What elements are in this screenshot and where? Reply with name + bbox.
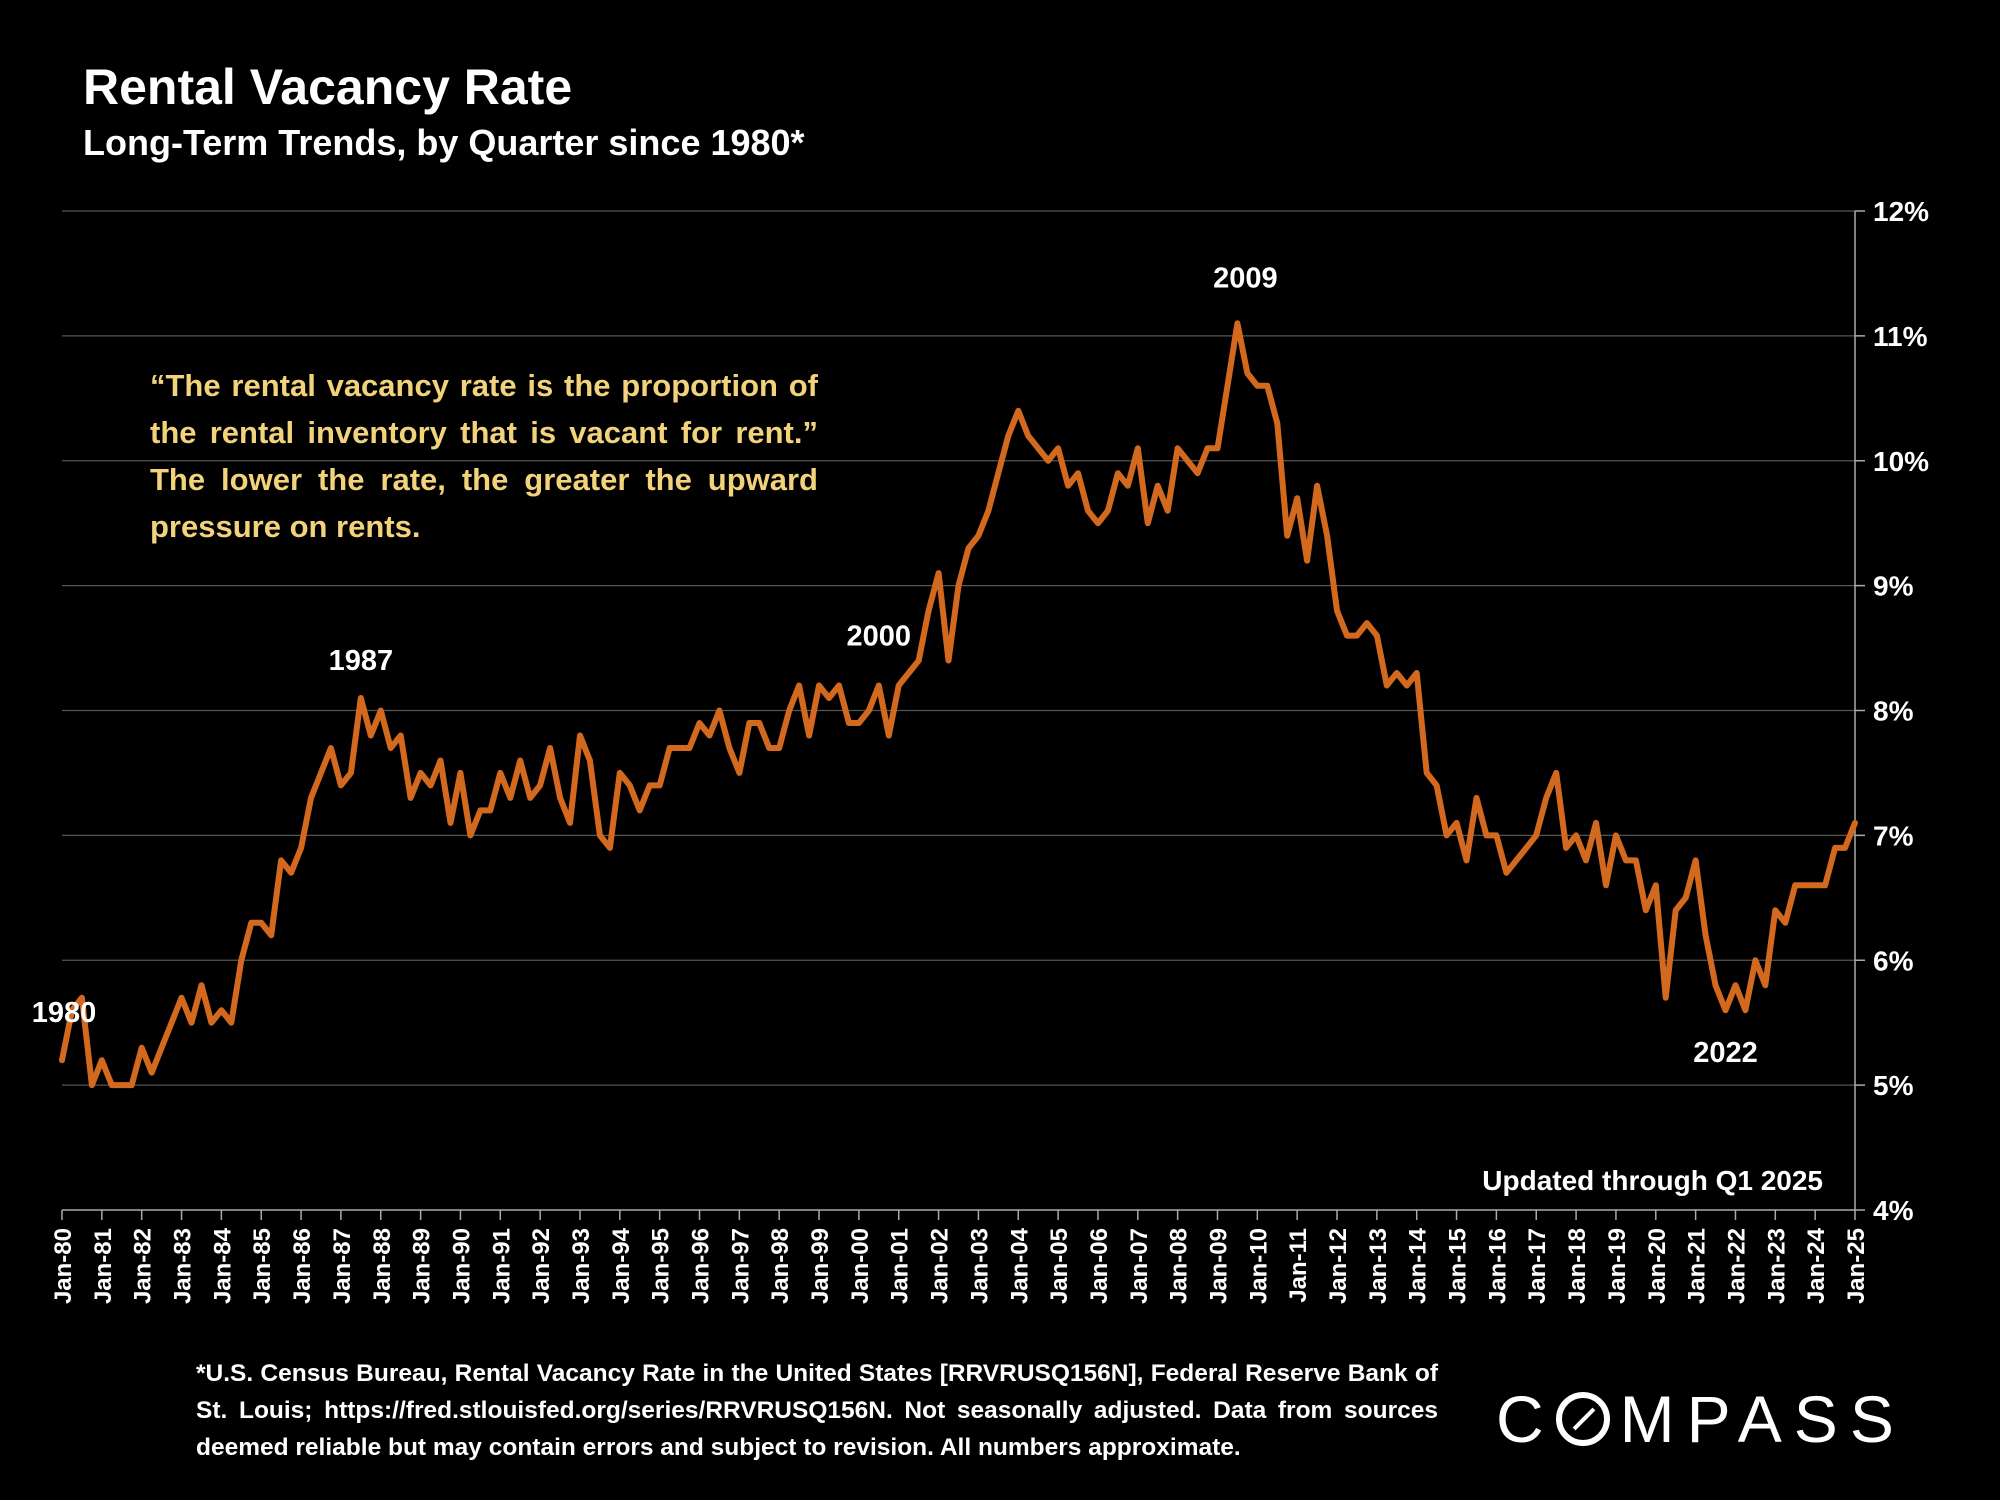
x-tick-label: Jan-20	[1644, 1228, 1671, 1304]
x-tick-label: Jan-15	[1445, 1228, 1472, 1304]
x-tick-label: Jan-05	[1046, 1228, 1073, 1304]
x-tick-label: Jan-92	[528, 1228, 555, 1304]
x-tick-label: Jan-96	[688, 1228, 715, 1304]
logo-letters: MPASS	[1619, 1382, 1906, 1456]
y-tick-label: 6%	[1873, 945, 1914, 976]
x-tick-label: Jan-04	[1006, 1227, 1033, 1304]
x-tick-label: Jan-03	[966, 1228, 993, 1304]
updated-note: Updated through Q1 2025	[1482, 1165, 1823, 1196]
x-tick-label: Jan-86	[289, 1228, 316, 1304]
x-tick-label: Jan-16	[1484, 1228, 1511, 1304]
x-tick-label: Jan-89	[409, 1228, 436, 1304]
x-tick-label: Jan-98	[767, 1228, 794, 1304]
x-tick-label: Jan-12	[1325, 1228, 1352, 1304]
x-tick-label: Jan-10	[1245, 1228, 1272, 1304]
x-tick-label: Jan-00	[847, 1228, 874, 1304]
y-tick-label: 4%	[1873, 1195, 1914, 1226]
x-tick-label: Jan-21	[1684, 1228, 1711, 1304]
x-tick-label: Jan-17	[1524, 1228, 1551, 1304]
x-tick-label: Jan-99	[807, 1228, 834, 1304]
page-subtitle: Long-Term Trends, by Quarter since 1980*	[83, 122, 805, 163]
x-tick-label: Jan-01	[887, 1228, 914, 1304]
x-tick-label: Jan-11	[1285, 1228, 1312, 1303]
annotation-label: 2022	[1693, 1037, 1758, 1069]
x-tick-label: Jan-94	[608, 1227, 635, 1304]
x-tick-label: Jan-13	[1365, 1228, 1392, 1304]
x-tick-label: Jan-06	[1086, 1228, 1113, 1304]
x-tick-label: Jan-81	[90, 1228, 117, 1304]
y-tick-label: 7%	[1873, 820, 1914, 851]
x-tick-label: Jan-23	[1763, 1228, 1790, 1304]
x-tick-label: Jan-87	[329, 1228, 356, 1304]
x-tick-label: Jan-91	[488, 1228, 515, 1304]
compass-logo: C MPASS	[1496, 1381, 1906, 1457]
x-tick-label: Jan-82	[130, 1228, 157, 1304]
x-tick-label: Jan-80	[50, 1228, 77, 1304]
x-tick-label: Jan-02	[927, 1228, 954, 1304]
x-tick-label: Jan-22	[1723, 1228, 1750, 1304]
y-tick-label: 8%	[1873, 696, 1914, 727]
x-tick-label: Jan-90	[448, 1228, 475, 1304]
x-tick-label: Jan-07	[1126, 1228, 1153, 1304]
x-tick-label: Jan-24	[1803, 1227, 1830, 1304]
compass-o-icon	[1555, 1392, 1610, 1446]
annotation-label: 1980	[32, 997, 97, 1029]
annotation-label: 1987	[329, 645, 394, 677]
logo-letter-c: C	[1496, 1382, 1556, 1456]
x-tick-label: Jan-83	[170, 1228, 197, 1304]
annotation-label: 2000	[847, 621, 912, 653]
x-tick-label: Jan-14	[1405, 1227, 1432, 1304]
x-tick-label: Jan-09	[1205, 1228, 1232, 1304]
x-tick-label: Jan-25	[1843, 1228, 1870, 1304]
y-tick-label: 12%	[1873, 196, 1929, 227]
x-tick-label: Jan-18	[1564, 1228, 1591, 1304]
x-tick-label: Jan-84	[209, 1227, 236, 1304]
x-tick-label: Jan-19	[1604, 1228, 1631, 1304]
y-tick-label: 5%	[1873, 1070, 1914, 1101]
source-footnote: *U.S. Census Bureau, Rental Vacancy Rate…	[196, 1360, 1438, 1461]
x-tick-label: Jan-93	[568, 1228, 595, 1304]
page-title: Rental Vacancy Rate	[83, 59, 573, 115]
y-tick-label: 10%	[1873, 446, 1929, 477]
x-tick-label: Jan-95	[648, 1228, 675, 1304]
series-line	[59, 320, 1858, 1089]
x-tick-label: Jan-88	[369, 1228, 396, 1304]
x-tick-label: Jan-08	[1166, 1228, 1193, 1304]
x-tick-label: Jan-97	[727, 1228, 754, 1304]
annotation-label: 2009	[1213, 262, 1278, 294]
y-tick-label: 9%	[1873, 571, 1914, 602]
definition-quote: “The rental vacancy rate is the proporti…	[150, 368, 818, 544]
x-tick-label: Jan-85	[249, 1228, 276, 1304]
y-tick-label: 11%	[1873, 321, 1928, 352]
